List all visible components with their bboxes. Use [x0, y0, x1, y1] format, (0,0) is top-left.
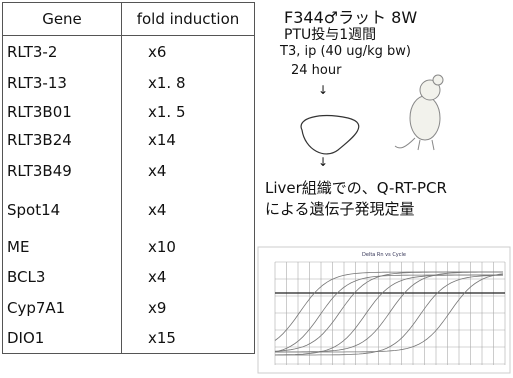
liver-icon	[301, 116, 359, 154]
page: {"table": {"header": ["Gene", "fold indu…	[0, 0, 513, 378]
plot-title: Delta Rn vs Cycle	[362, 252, 406, 258]
illustrations: Delta Rn vs Cycle	[0, 0, 513, 378]
qpcr-plot: Delta Rn vs Cycle	[258, 247, 510, 373]
rat-icon	[395, 75, 443, 150]
